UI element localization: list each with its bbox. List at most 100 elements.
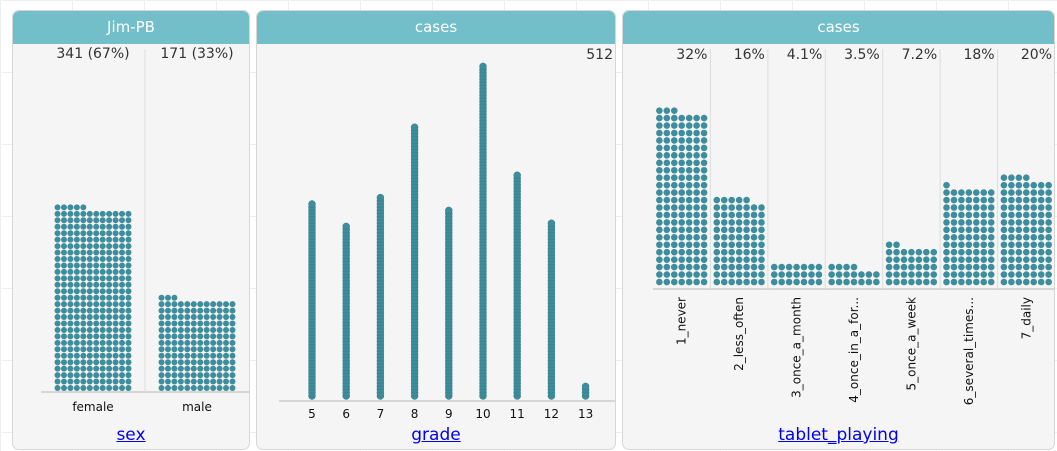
data-dot[interactable] bbox=[663, 189, 671, 196]
data-dot[interactable] bbox=[86, 307, 93, 314]
data-dot[interactable] bbox=[713, 196, 721, 204]
data-dot[interactable] bbox=[735, 219, 743, 226]
data-dot[interactable] bbox=[106, 275, 113, 282]
data-dot[interactable] bbox=[750, 226, 758, 234]
data-dot[interactable] bbox=[1015, 248, 1023, 256]
data-dot[interactable] bbox=[125, 301, 132, 308]
data-dot[interactable] bbox=[693, 271, 700, 278]
data-dot[interactable] bbox=[835, 278, 843, 286]
data-dot[interactable] bbox=[216, 385, 223, 391]
data-dot[interactable] bbox=[785, 263, 793, 271]
data-dot[interactable] bbox=[1015, 204, 1023, 211]
data-dot[interactable] bbox=[656, 122, 663, 129]
data-dot[interactable] bbox=[693, 234, 700, 241]
data-dot[interactable] bbox=[700, 271, 708, 278]
data-dot[interactable] bbox=[670, 107, 678, 114]
data-dot[interactable] bbox=[815, 263, 823, 271]
data-dot[interactable] bbox=[171, 346, 178, 353]
data-dot[interactable] bbox=[693, 248, 700, 256]
data-dot[interactable] bbox=[793, 271, 800, 278]
data-dot[interactable] bbox=[973, 189, 980, 196]
data-dot[interactable] bbox=[1000, 196, 1008, 204]
data-dot[interactable] bbox=[828, 278, 835, 286]
data-dot[interactable] bbox=[86, 262, 93, 269]
data-dot[interactable] bbox=[112, 294, 119, 301]
data-dot[interactable] bbox=[119, 365, 126, 372]
data-dot[interactable] bbox=[106, 320, 113, 327]
data-dot[interactable] bbox=[171, 352, 178, 359]
data-dot[interactable] bbox=[119, 249, 126, 256]
data-dot[interactable] bbox=[93, 230, 100, 237]
data-dot[interactable] bbox=[119, 320, 126, 327]
data-dot[interactable] bbox=[112, 372, 119, 379]
data-dot[interactable] bbox=[1008, 248, 1015, 256]
data-dot[interactable] bbox=[713, 278, 721, 286]
data-dot[interactable] bbox=[656, 219, 663, 226]
data-dot[interactable] bbox=[850, 278, 858, 286]
data-dot[interactable] bbox=[125, 385, 132, 391]
data-dot[interactable] bbox=[184, 372, 191, 379]
dot-stack-7-daily[interactable] bbox=[1000, 174, 1052, 286]
data-dot[interactable] bbox=[80, 217, 87, 224]
data-dot[interactable] bbox=[125, 365, 132, 372]
data-dot[interactable] bbox=[99, 333, 106, 340]
data-dot[interactable] bbox=[685, 129, 693, 137]
data-dot[interactable] bbox=[112, 320, 119, 327]
data-dot[interactable] bbox=[106, 249, 113, 256]
data-dot[interactable] bbox=[119, 346, 126, 353]
data-dot[interactable] bbox=[184, 346, 191, 353]
data-dot[interactable] bbox=[106, 307, 113, 314]
data-dot[interactable] bbox=[164, 294, 171, 301]
data-dot[interactable] bbox=[923, 248, 930, 256]
data-dot[interactable] bbox=[60, 365, 67, 372]
data-dot[interactable] bbox=[119, 288, 126, 295]
data-dot[interactable] bbox=[60, 210, 67, 217]
data-dot[interactable] bbox=[743, 256, 750, 263]
data-dot[interactable] bbox=[158, 294, 165, 301]
data-dot[interactable] bbox=[1045, 226, 1052, 234]
data-dot[interactable] bbox=[1000, 263, 1008, 271]
data-dot[interactable] bbox=[865, 271, 873, 278]
data-dot[interactable] bbox=[915, 263, 923, 271]
data-dot[interactable] bbox=[1045, 181, 1052, 189]
data-dot[interactable] bbox=[885, 241, 893, 249]
data-dot[interactable] bbox=[1030, 241, 1038, 249]
data-dot[interactable] bbox=[678, 137, 686, 144]
data-dot[interactable] bbox=[685, 211, 693, 219]
data-dot[interactable] bbox=[678, 248, 686, 256]
data-dot[interactable] bbox=[80, 268, 87, 275]
data-dot[interactable] bbox=[1000, 278, 1008, 286]
data-dot[interactable] bbox=[119, 314, 126, 321]
data-dot[interactable] bbox=[980, 241, 988, 249]
data-dot[interactable] bbox=[73, 223, 80, 230]
data-dot[interactable] bbox=[728, 248, 735, 256]
data-dot[interactable] bbox=[987, 189, 995, 196]
data-dot[interactable] bbox=[1045, 271, 1052, 278]
data-dot[interactable] bbox=[950, 204, 958, 211]
data-dot[interactable] bbox=[99, 339, 106, 346]
data-dot[interactable] bbox=[190, 339, 197, 346]
dot-stack-female[interactable] bbox=[54, 204, 132, 391]
data-dot[interactable] bbox=[99, 301, 106, 308]
data-dot[interactable] bbox=[119, 301, 126, 308]
data-dot[interactable] bbox=[80, 204, 87, 211]
data-dot[interactable] bbox=[112, 249, 119, 256]
data-dot[interactable] bbox=[973, 278, 980, 286]
data-dot[interactable] bbox=[112, 243, 119, 250]
data-dot[interactable] bbox=[177, 307, 184, 314]
data-dot[interactable] bbox=[1045, 189, 1052, 196]
data-dot[interactable] bbox=[73, 230, 80, 237]
data-dot[interactable] bbox=[164, 385, 171, 391]
data-dot[interactable] bbox=[663, 204, 671, 211]
data-dot[interactable] bbox=[943, 271, 950, 278]
data-dot[interactable] bbox=[656, 211, 663, 219]
data-dot[interactable] bbox=[203, 352, 210, 359]
data-dot[interactable] bbox=[60, 352, 67, 359]
data-dot[interactable] bbox=[106, 288, 113, 295]
data-dot[interactable] bbox=[106, 230, 113, 237]
data-dot[interactable] bbox=[80, 288, 87, 295]
data-dot[interactable] bbox=[958, 189, 965, 196]
data-dot[interactable] bbox=[171, 359, 178, 366]
data-dot[interactable] bbox=[950, 248, 958, 256]
data-dot[interactable] bbox=[700, 204, 708, 211]
